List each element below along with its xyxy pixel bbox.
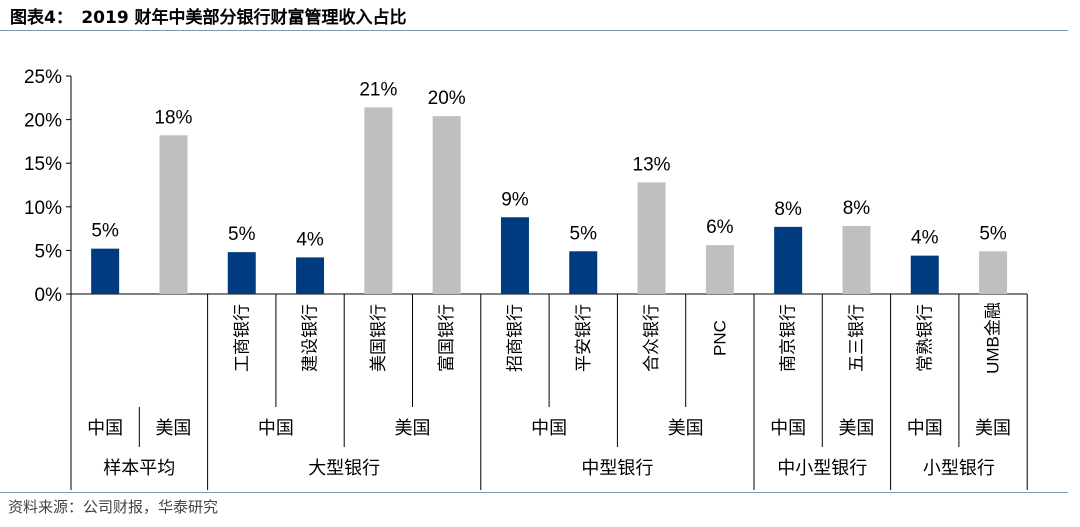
data-label: 5%: [228, 224, 256, 245]
data-label: 4%: [296, 229, 324, 250]
bar: [705, 245, 734, 294]
category-label: 五三银行: [847, 304, 866, 372]
data-label: 6%: [706, 217, 734, 238]
category-label: 常熟银行: [914, 304, 934, 372]
group-label: 中型银行: [581, 458, 653, 478]
data-label: 5%: [979, 223, 1007, 244]
category-label: 富国银行: [437, 304, 456, 372]
y-tick-label: 10%: [24, 198, 62, 219]
data-label: 20%: [428, 88, 466, 109]
category-label: UMB金融: [984, 302, 1003, 374]
y-tick-label: 15%: [24, 154, 62, 175]
category-label: PNC: [710, 320, 729, 356]
category-label: 建设银行: [301, 304, 320, 372]
group-label: 中小型银行: [777, 458, 867, 478]
bar: [637, 182, 666, 294]
country-label: 中国: [907, 418, 943, 438]
group-label: 小型银行: [923, 458, 995, 478]
bar: [842, 225, 871, 294]
bar: [979, 251, 1008, 294]
data-label: 18%: [154, 107, 192, 128]
category-label: 合众银行: [642, 304, 661, 372]
group-label: 大型银行: [308, 458, 380, 478]
data-label: 9%: [501, 189, 529, 210]
country-label: 中国: [258, 418, 294, 438]
country-label: 美国: [838, 418, 874, 438]
country-label: 中国: [770, 418, 806, 438]
country-label: 美国: [975, 418, 1011, 438]
data-label: 4%: [911, 228, 939, 249]
bar: [774, 226, 803, 294]
category-label: 平安银行: [574, 304, 593, 372]
data-label: 5%: [91, 221, 119, 242]
bar: [910, 255, 939, 294]
y-tick-label: 0%: [35, 285, 63, 306]
country-label: 中国: [87, 418, 123, 438]
country-label: 美国: [395, 418, 431, 438]
bar: [296, 257, 325, 294]
source-note: 资料来源：公司财报，华泰研究: [8, 498, 219, 516]
category-label: 工商银行: [232, 304, 251, 372]
bar: [364, 107, 393, 294]
category-label: 南京银行: [779, 304, 798, 372]
category-label: 美国银行: [369, 304, 388, 372]
country-label: 美国: [155, 418, 191, 438]
bar: [227, 252, 256, 294]
bar: [159, 135, 188, 294]
y-tick-label: 20%: [24, 111, 62, 132]
source-divider: [0, 492, 1068, 493]
bar: [91, 248, 120, 294]
data-label: 8%: [774, 199, 802, 220]
country-label: 美国: [668, 418, 704, 438]
bar: [500, 217, 529, 294]
group-label: 样本平均: [103, 458, 175, 478]
data-label: 8%: [843, 198, 871, 219]
bar-chart: 0% 5% 10% 15% 20% 25% 5% 18% 5% 工商银行 4% 建设银行 21% 美国银行…: [24, 67, 1028, 490]
category-label: 招商银行: [505, 304, 524, 372]
y-tick-label: 25%: [24, 67, 62, 88]
country-label: 中国: [531, 418, 567, 438]
data-label: 13%: [633, 154, 671, 175]
bar: [432, 116, 461, 294]
y-tick-label: 5%: [35, 241, 63, 262]
title-divider: [0, 30, 1068, 31]
data-label: 5%: [570, 223, 598, 244]
bar: [569, 251, 598, 294]
data-label: 21%: [359, 79, 397, 100]
page-title: 图表4： 2019 财年中美部分银行财富管理收入占比: [10, 8, 407, 28]
